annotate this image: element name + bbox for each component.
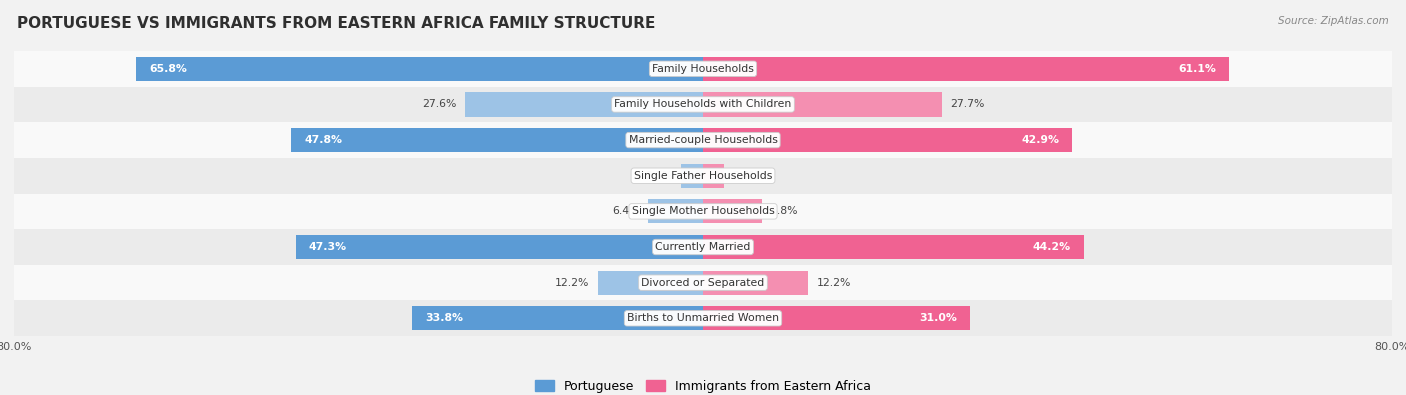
Bar	[412, 306, 703, 331]
Text: 12.2%: 12.2%	[555, 278, 589, 288]
Bar	[682, 164, 703, 188]
Text: 65.8%: 65.8%	[149, 64, 187, 74]
Text: 12.2%: 12.2%	[817, 278, 851, 288]
Text: 33.8%: 33.8%	[425, 313, 463, 324]
Text: 27.7%: 27.7%	[950, 100, 984, 109]
Bar	[648, 199, 703, 224]
Bar	[14, 51, 1392, 87]
Text: Family Households with Children: Family Households with Children	[614, 100, 792, 109]
Legend: Portuguese, Immigrants from Eastern Africa: Portuguese, Immigrants from Eastern Afri…	[530, 375, 876, 395]
Bar	[465, 92, 703, 117]
Text: Source: ZipAtlas.com: Source: ZipAtlas.com	[1278, 16, 1389, 26]
Text: 2.4%: 2.4%	[733, 171, 759, 181]
Bar	[14, 301, 1392, 336]
Text: Currently Married: Currently Married	[655, 242, 751, 252]
Bar	[703, 271, 808, 295]
Bar	[703, 128, 1073, 152]
Text: Family Households: Family Households	[652, 64, 754, 74]
Text: 61.1%: 61.1%	[1178, 64, 1216, 74]
Bar	[136, 56, 703, 81]
Bar	[703, 199, 762, 224]
Bar	[295, 235, 703, 259]
Bar	[703, 164, 724, 188]
Bar	[14, 229, 1392, 265]
Bar	[14, 265, 1392, 301]
Text: 47.8%: 47.8%	[304, 135, 342, 145]
Text: 42.9%: 42.9%	[1022, 135, 1060, 145]
Text: Single Father Households: Single Father Households	[634, 171, 772, 181]
Text: Divorced or Separated: Divorced or Separated	[641, 278, 765, 288]
Text: 2.5%: 2.5%	[645, 171, 673, 181]
Text: 6.4%: 6.4%	[612, 206, 640, 216]
Bar	[14, 194, 1392, 229]
Bar	[14, 158, 1392, 194]
Bar	[703, 56, 1229, 81]
Bar	[703, 235, 1084, 259]
Text: Single Mother Households: Single Mother Households	[631, 206, 775, 216]
Bar	[14, 122, 1392, 158]
Text: Married-couple Households: Married-couple Households	[628, 135, 778, 145]
Bar	[703, 92, 942, 117]
Text: 47.3%: 47.3%	[308, 242, 347, 252]
Bar	[598, 271, 703, 295]
Text: 27.6%: 27.6%	[422, 100, 457, 109]
Bar	[14, 87, 1392, 122]
Text: PORTUGUESE VS IMMIGRANTS FROM EASTERN AFRICA FAMILY STRUCTURE: PORTUGUESE VS IMMIGRANTS FROM EASTERN AF…	[17, 16, 655, 31]
Bar	[703, 306, 970, 331]
Bar	[291, 128, 703, 152]
Text: 31.0%: 31.0%	[920, 313, 957, 324]
Text: 6.8%: 6.8%	[770, 206, 797, 216]
Text: Births to Unmarried Women: Births to Unmarried Women	[627, 313, 779, 324]
Text: 44.2%: 44.2%	[1032, 242, 1071, 252]
